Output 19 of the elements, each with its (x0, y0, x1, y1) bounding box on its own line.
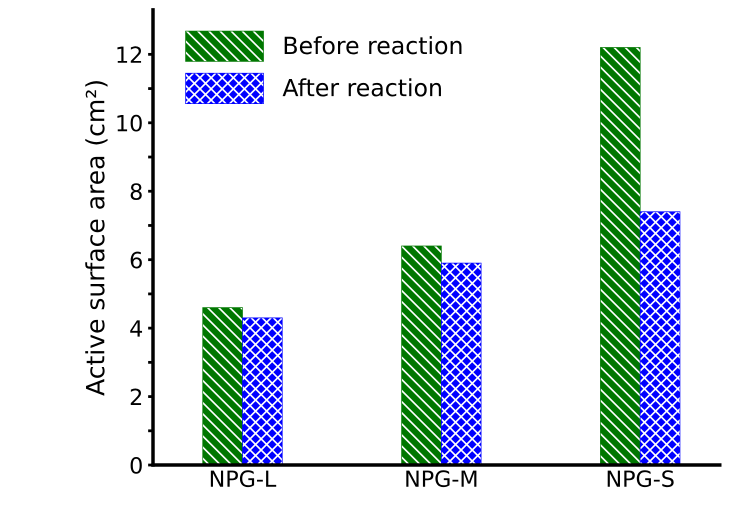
bar (640, 211, 680, 466)
bar (242, 318, 283, 466)
legend-label: After reaction (282, 78, 441, 96)
legend-label: Before reaction (284, 36, 462, 54)
x-tick-label: NPG-M (406, 470, 476, 488)
bar (202, 307, 243, 466)
x-tick-label: NPG-L (210, 470, 276, 488)
y-tick-label: 10 (117, 114, 142, 132)
y-tick-label: 4 (130, 320, 142, 337)
y-axis-title: Active surface area (cm²) (85, 81, 108, 396)
bar (401, 246, 442, 466)
x-tick-label: NPG-S (608, 470, 674, 488)
y-tick-label: 6 (130, 252, 142, 268)
bar (600, 47, 641, 466)
y-tick-label: 2 (130, 388, 142, 406)
y-tick-label: 12 (117, 46, 142, 63)
y-tick-label: 0 (130, 456, 142, 474)
y-tick-label: 8 (130, 183, 142, 200)
bar (441, 262, 482, 466)
